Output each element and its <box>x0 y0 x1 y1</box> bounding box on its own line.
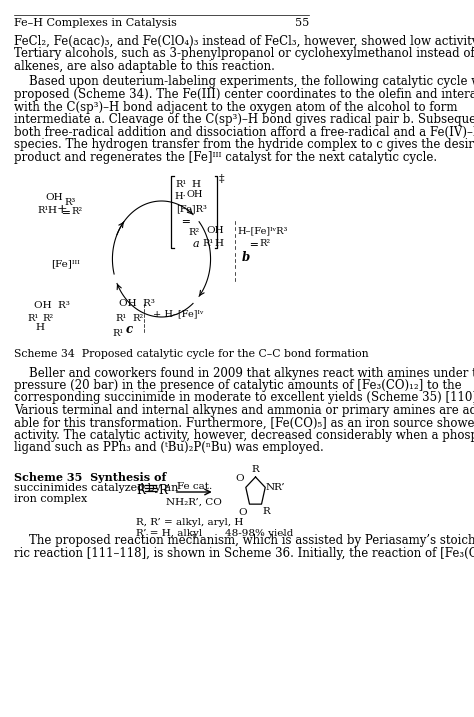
Text: H: H <box>191 180 201 189</box>
Text: succinimides catalyzed by an: succinimides catalyzed by an <box>14 483 178 493</box>
Text: Various terminal and internal alkynes and ammonia or primary amines are adapt-: Various terminal and internal alkynes an… <box>14 404 474 417</box>
Text: R: R <box>252 465 259 474</box>
Text: O: O <box>235 475 244 483</box>
Text: ligand such as PPh₃ and (ᵗBu)₂P(ⁿBu) was employed.: ligand such as PPh₃ and (ᵗBu)₂P(ⁿBu) was… <box>14 442 323 455</box>
Text: R¹: R¹ <box>175 180 186 189</box>
Text: R²: R² <box>72 207 82 216</box>
Text: R¹: R¹ <box>116 314 127 323</box>
Text: ═: ═ <box>250 239 257 249</box>
Text: R²: R² <box>260 239 271 248</box>
Text: R¹: R¹ <box>27 314 38 323</box>
Text: R²: R² <box>133 314 144 323</box>
Text: NH₂R’, CO: NH₂R’, CO <box>166 498 222 507</box>
Text: Fe–H Complexes in Catalysis: Fe–H Complexes in Catalysis <box>14 18 176 28</box>
Text: +: + <box>56 203 67 216</box>
Text: species. The hydrogen transfer from the hydride complex to c gives the desired: species. The hydrogen transfer from the … <box>14 138 474 151</box>
Text: proposed (Scheme 34). The Fe(III) center coordinates to the olefin and interacts: proposed (Scheme 34). The Fe(III) center… <box>14 88 474 101</box>
Text: corresponding succinimide in moderate to excellent yields (Scheme 35) [110].: corresponding succinimide in moderate to… <box>14 391 474 404</box>
Text: [Fe]R³: [Fe]R³ <box>176 204 207 213</box>
Text: 48-98% yield: 48-98% yield <box>225 529 293 538</box>
Text: NR’: NR’ <box>266 483 285 492</box>
Text: c: c <box>126 323 133 336</box>
Text: R³: R³ <box>65 198 76 207</box>
Text: intermediate a. Cleavage of the C(sp³)–H bond gives radical pair b. Subsequently: intermediate a. Cleavage of the C(sp³)–H… <box>14 113 474 126</box>
Text: able for this transformation. Furthermore, [Fe(CO)₅] as an iron source showed hi: able for this transformation. Furthermor… <box>14 417 474 429</box>
Text: FeCl₂, Fe(acac)₃, and Fe(ClO₄)₃ instead of FeCl₃, however, showed low activity.: FeCl₂, Fe(acac)₃, and Fe(ClO₄)₃ instead … <box>14 35 474 48</box>
Text: R¹: R¹ <box>202 239 214 248</box>
Text: both free-radical addition and dissociation afford a free-radical and a Fe(IV)–H: both free-radical addition and dissociat… <box>14 125 474 138</box>
Text: H: H <box>215 239 224 248</box>
Text: H·: H· <box>174 192 186 201</box>
Text: + H–[Fe]ᴵᵛ: + H–[Fe]ᴵᵛ <box>153 309 204 318</box>
Text: R: R <box>263 507 271 516</box>
Text: The proposed reaction mechanism, which is assisted by Periasamy’s stoichiiomet-: The proposed reaction mechanism, which i… <box>14 534 474 547</box>
Text: R, R’ = alkyl, aryl, H: R, R’ = alkyl, aryl, H <box>137 518 244 527</box>
Text: a: a <box>193 239 200 249</box>
Text: ═: ═ <box>182 216 189 226</box>
Text: activity. The catalytic activity, however, decreased considerably when a phosphi: activity. The catalytic activity, howeve… <box>14 429 474 442</box>
Text: R²: R² <box>189 228 200 237</box>
Text: R: R <box>137 484 145 497</box>
Text: pressure (20 bar) in the presence of catalytic amounts of [Fe₃(CO)₁₂] to the: pressure (20 bar) in the presence of cat… <box>14 379 461 392</box>
Text: OH  R³: OH R³ <box>34 301 70 310</box>
Text: OH  R³: OH R³ <box>119 299 155 308</box>
Text: OH: OH <box>186 190 202 199</box>
Text: ═: ═ <box>62 207 69 217</box>
Text: alkenes, are also adaptable to this reaction.: alkenes, are also adaptable to this reac… <box>14 60 274 73</box>
Text: R’ = H, alkyl: R’ = H, alkyl <box>137 529 202 538</box>
Text: Scheme 35  Synthesis of: Scheme 35 Synthesis of <box>14 472 166 483</box>
Text: ‡: ‡ <box>219 174 224 184</box>
Text: b: b <box>242 251 250 264</box>
Text: H–[Fe]ᴵᵛR³: H–[Fe]ᴵᵛR³ <box>237 226 288 235</box>
Text: 55: 55 <box>295 18 310 28</box>
Text: Scheme 34  Proposed catalytic cycle for the C–C bond formation: Scheme 34 Proposed catalytic cycle for t… <box>14 349 368 359</box>
Text: Tertiary alcohols, such as 3-phenylpropanol or cyclohexylmethanol instead of: Tertiary alcohols, such as 3-phenylpropa… <box>14 47 474 60</box>
Text: R¹: R¹ <box>112 329 124 338</box>
Text: H: H <box>36 323 45 332</box>
Text: R’: R’ <box>158 484 170 497</box>
Text: Fe cat.: Fe cat. <box>177 482 212 491</box>
Text: [Fe]ᴵᴵᴵ: [Fe]ᴵᴵᴵ <box>51 259 80 268</box>
Text: H: H <box>47 206 56 215</box>
Text: OH: OH <box>207 226 224 235</box>
Text: O: O <box>239 508 247 517</box>
Text: with the C(sp³)–H bond adjacent to the oxygen atom of the alcohol to form: with the C(sp³)–H bond adjacent to the o… <box>14 100 457 113</box>
Text: product and regenerates the [Fe]ᴵᴵᴵ catalyst for the next catalytic cycle.: product and regenerates the [Fe]ᴵᴵᴵ cata… <box>14 151 437 163</box>
Text: ric reaction [111–118], is shown in Scheme 36. Initially, the reaction of [Fe₃(C: ric reaction [111–118], is shown in Sche… <box>14 546 474 559</box>
Text: R¹: R¹ <box>37 206 49 215</box>
Text: R²: R² <box>42 314 54 323</box>
Text: Beller and coworkers found in 2009 that alkynes react with amines under the CO: Beller and coworkers found in 2009 that … <box>14 366 474 379</box>
Text: Based upon deuterium-labeling experiments, the following catalytic cycle was: Based upon deuterium-labeling experiment… <box>14 75 474 88</box>
Text: OH: OH <box>46 193 63 202</box>
Text: iron complex: iron complex <box>14 494 87 504</box>
